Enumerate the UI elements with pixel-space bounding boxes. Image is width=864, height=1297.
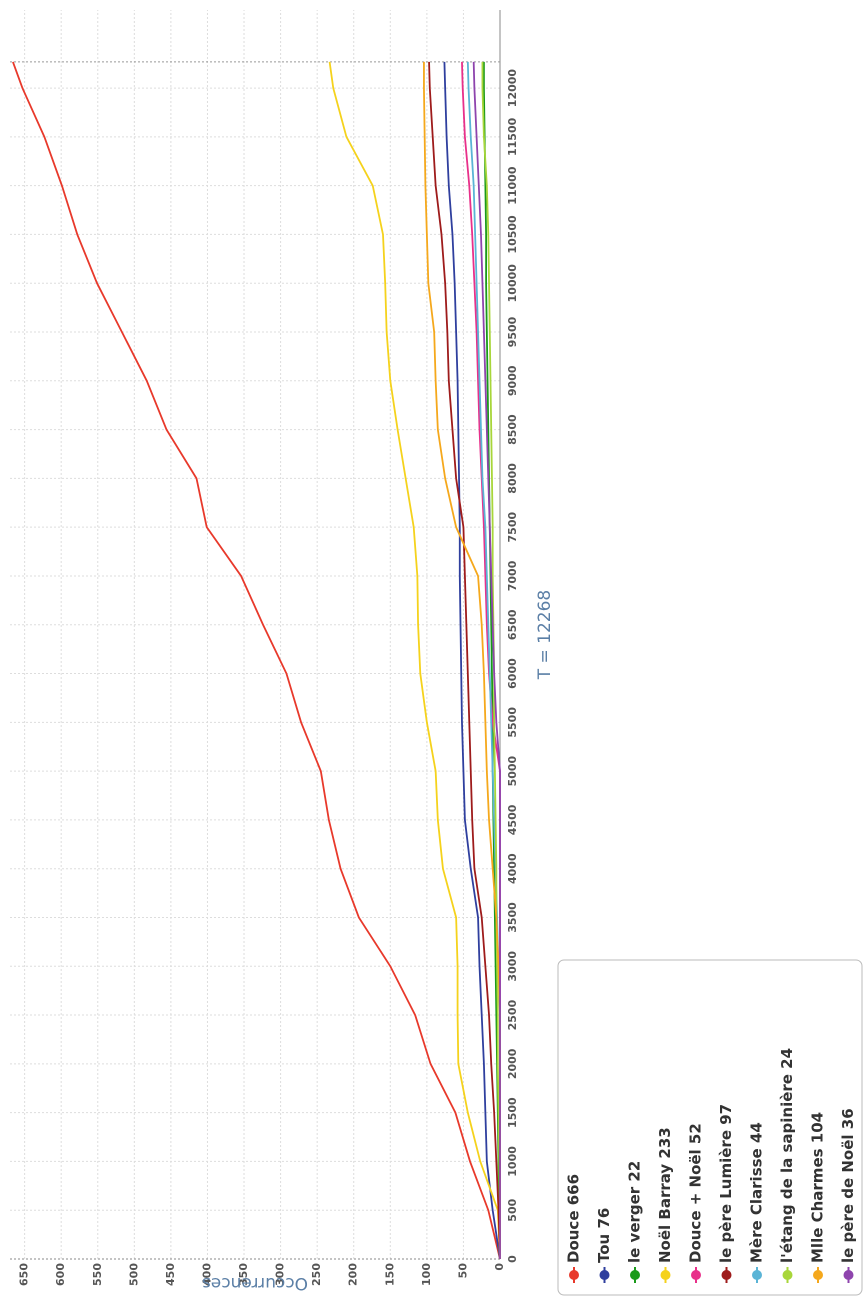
- x-axis-label: T = 12268: [535, 590, 555, 681]
- x-tick-label: 5500: [506, 707, 519, 738]
- legend-label: Noël Barray 233: [656, 1127, 674, 1263]
- legend-label: Douce + Noël 52: [687, 1123, 705, 1263]
- legend-marker: [630, 1270, 640, 1280]
- legend-label: le père de Noël 36: [839, 1108, 857, 1263]
- x-tick-label: 3500: [506, 902, 519, 933]
- y-tick-label: 250: [310, 1263, 323, 1286]
- legend-marker: [813, 1270, 823, 1280]
- legend-marker: [660, 1270, 671, 1280]
- x-tick-label: 10500: [506, 215, 519, 254]
- legend-label: Douce 666: [565, 1174, 583, 1263]
- x-tick-label: 4500: [506, 804, 519, 835]
- x-tick-label: 10000: [506, 264, 519, 303]
- legend-label: Tou 76: [595, 1208, 613, 1263]
- x-tick-label: 7000: [506, 560, 519, 591]
- x-tick-label: 6500: [506, 609, 519, 640]
- x-tick-label: 500: [506, 1198, 519, 1221]
- legend-marker: [599, 1270, 610, 1280]
- y-tick-label: 350: [237, 1263, 250, 1286]
- y-tick-label: 500: [127, 1263, 140, 1286]
- series-line: [443, 61, 501, 1260]
- x-tick-label: 4000: [506, 853, 519, 884]
- x-tick-label: 12000: [506, 69, 519, 108]
- x-tick-label: 3000: [506, 951, 519, 982]
- x-tick-label: 8500: [506, 414, 519, 445]
- legend-marker: [752, 1270, 762, 1280]
- legend-marker: [721, 1270, 732, 1280]
- y-tick-label: 0: [493, 1263, 506, 1271]
- x-tick-label: 7500: [506, 512, 519, 543]
- y-tick-label: 150: [383, 1263, 396, 1286]
- y-tick-label: 200: [347, 1263, 360, 1286]
- x-tick-label: 11500: [506, 117, 519, 156]
- series-line: [12, 61, 501, 1260]
- y-axis-label: Occurrences: [202, 1273, 308, 1293]
- legend-marker: [691, 1270, 701, 1280]
- y-tick-label: 650: [18, 1263, 31, 1286]
- legend-marker: [782, 1270, 793, 1280]
- legend-marker: [569, 1270, 579, 1280]
- series-line: [428, 61, 501, 1260]
- x-tick-label: 0: [506, 1255, 519, 1263]
- x-tick-label: 2000: [506, 1048, 519, 1079]
- series-line: [472, 61, 501, 1259]
- x-tick-label: 11000: [506, 166, 519, 205]
- y-tick-label: 50: [456, 1263, 469, 1279]
- series-line: [328, 61, 501, 1260]
- rotated-chart: 0500100015002000250030003500400045005000…: [10, 10, 863, 1296]
- legend-label: le père Lumière 97: [717, 1104, 735, 1263]
- y-tick-label: 450: [164, 1263, 177, 1286]
- y-tick-label: 400: [200, 1263, 213, 1286]
- y-tick-label: 550: [91, 1263, 104, 1286]
- x-tick-label: 8000: [506, 463, 519, 494]
- legend-marker: [843, 1270, 854, 1280]
- legend-label: le verger 22: [626, 1161, 644, 1263]
- y-tick-label: 100: [420, 1263, 433, 1286]
- x-tick-label: 1000: [506, 1146, 519, 1177]
- y-tick-label: 300: [274, 1263, 287, 1286]
- x-tick-label: 2500: [506, 999, 519, 1030]
- legend-label: l'étang de la sapinière 24: [778, 1048, 796, 1263]
- x-tick-label: 6000: [506, 658, 519, 689]
- x-tick-label: 5000: [506, 755, 519, 786]
- x-tick-label: 1500: [506, 1097, 519, 1128]
- legend-box: [557, 959, 863, 1296]
- x-tick-label: 9000: [506, 365, 519, 396]
- legend-label: Mère Clarisse 44: [748, 1122, 766, 1263]
- legend-label: Mlle Charmes 104: [809, 1112, 827, 1263]
- x-tick-label: 9500: [506, 316, 519, 347]
- y-tick-label: 600: [54, 1263, 67, 1286]
